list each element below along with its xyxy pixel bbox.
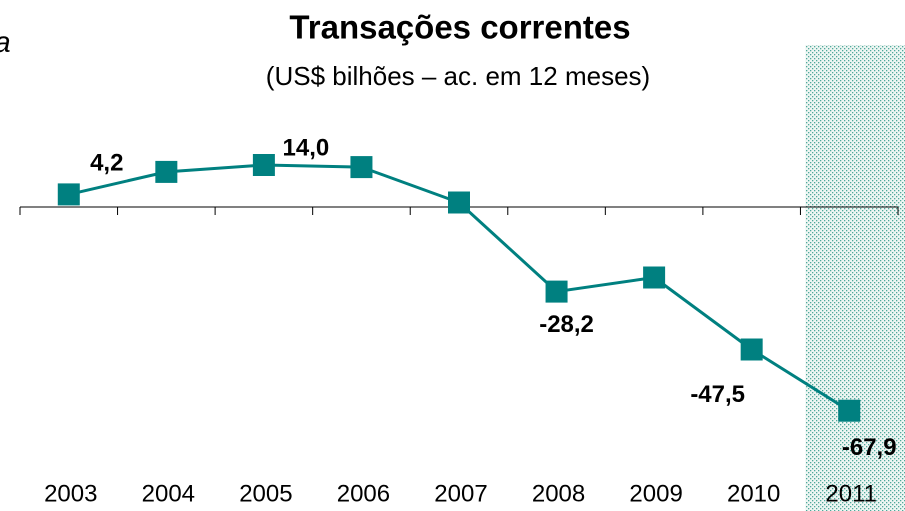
annotation: a xyxy=(0,26,11,59)
chart-subtitle: (US$ bilhões – ac. em 12 meses) xyxy=(266,61,650,91)
x-tick-label: 2011 xyxy=(825,480,877,507)
marker xyxy=(838,399,861,422)
marker xyxy=(350,156,373,179)
data-label: 4,2 xyxy=(90,150,123,177)
marker xyxy=(740,338,763,361)
highlight-band xyxy=(805,45,905,511)
x-tick-label: 2005 xyxy=(239,480,292,507)
x-tick-label: 2007 xyxy=(434,480,487,507)
x-tick-label: 2010 xyxy=(727,480,780,507)
marker xyxy=(448,191,470,214)
data-label: -67,9 xyxy=(842,434,897,461)
marker xyxy=(545,280,568,303)
x-tick-label: 2003 xyxy=(44,480,97,507)
marker xyxy=(155,160,178,183)
marker xyxy=(57,183,80,206)
data-label: -47,5 xyxy=(690,381,745,408)
data-label: -28,2 xyxy=(539,311,594,338)
marker xyxy=(252,154,275,176)
x-tick-label: 2009 xyxy=(629,480,682,507)
chart-title: Transações correntes xyxy=(289,9,630,46)
x-tick-label: 2004 xyxy=(142,480,195,507)
x-tick-label: 2006 xyxy=(337,480,390,507)
x-tick-label: 2008 xyxy=(532,480,585,507)
data-label: 14,0 xyxy=(283,134,330,161)
marker xyxy=(643,266,666,289)
